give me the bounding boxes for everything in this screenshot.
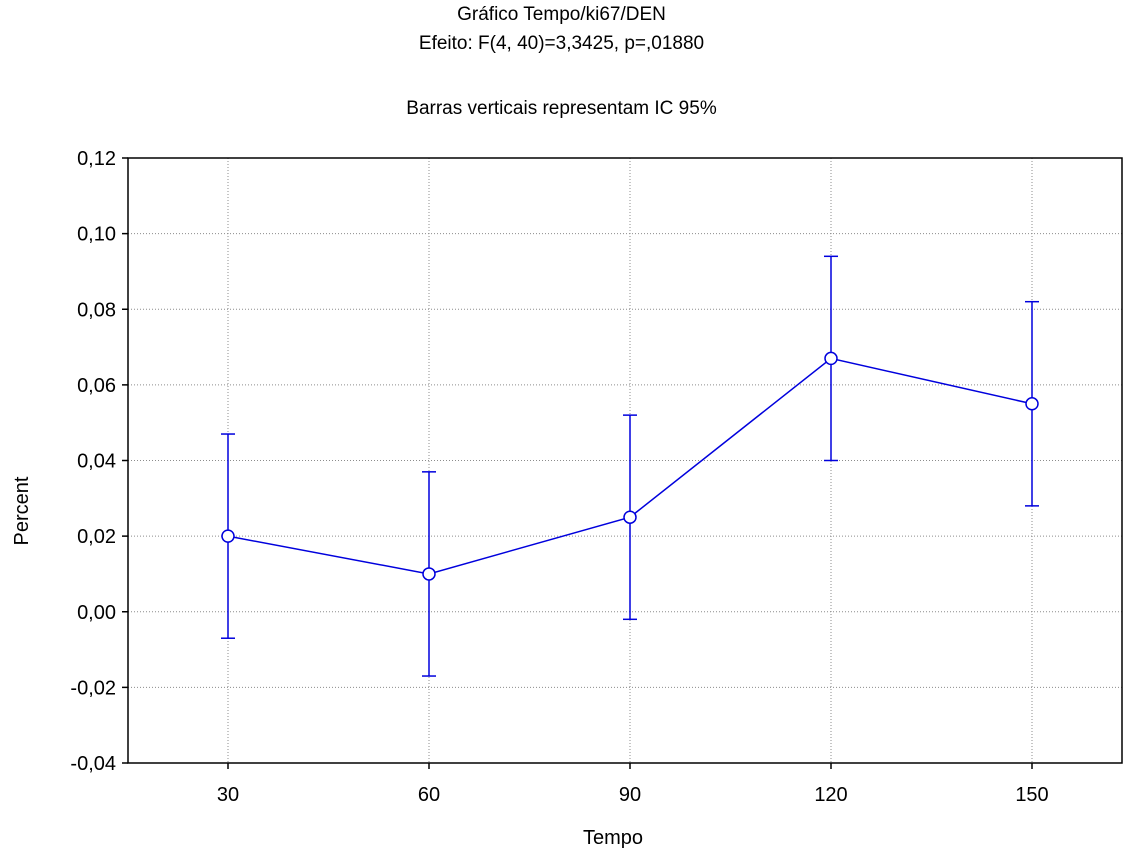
data-point (623, 510, 637, 524)
y-tick-label: 0,04 (77, 451, 116, 473)
grid (128, 158, 1122, 763)
series (221, 255, 1039, 677)
chart-title: Gráfico Tempo/ki67/DEN (457, 4, 666, 25)
y-tick-label: -0,04 (70, 753, 116, 775)
data-point (221, 529, 235, 543)
x-axis-label: Tempo (583, 827, 643, 849)
y-axis-label: Percent (11, 476, 33, 545)
x-tick-label: 90 (619, 784, 641, 806)
x-tick-label: 120 (814, 784, 847, 806)
plot-frame (127, 157, 1123, 764)
chart-subtitle: Efeito: F(4, 40)=3,3425, p=,01880 (418, 33, 705, 54)
chart-note: Barras verticais representam IC 95% (406, 98, 717, 119)
x-tick-label: 150 (1015, 784, 1048, 806)
data-point (824, 351, 838, 366)
data-point (422, 567, 436, 581)
data-point (1025, 397, 1039, 411)
y-tick-label: 0,10 (77, 224, 116, 246)
y-tick-label: -0,02 (70, 677, 116, 699)
y-tick-label: 0,08 (77, 299, 116, 321)
x-tick-label: 30 (217, 784, 239, 806)
axis-ticks: -0,04 -0,02 0,00 0,02 0,04 0,06 0,08 0,10 0,12 30… (70, 148, 1048, 806)
y-tick-label: 0,02 (77, 526, 116, 548)
y-tick-label: 0,06 (77, 375, 116, 397)
x-tick-label: 60 (418, 784, 440, 806)
y-tick-label: 0,00 (77, 602, 116, 624)
y-tick-label: 0,12 (77, 148, 116, 170)
